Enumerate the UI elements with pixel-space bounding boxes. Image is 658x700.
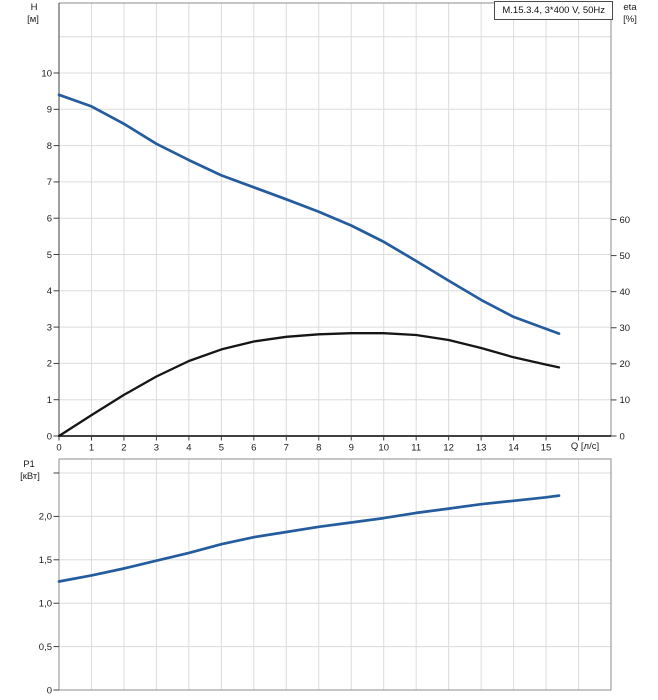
q-tick-label: 7: [284, 443, 289, 454]
p1-tick-label: 2,0: [39, 512, 52, 523]
eta-axis-unit: [%]: [623, 14, 637, 25]
q-tick-label: 15: [541, 443, 552, 454]
h-tick-label: 10: [41, 68, 52, 79]
eta-tick-label: 10: [620, 395, 631, 406]
q-tick-label: 9: [349, 443, 354, 454]
q-tick-label: 1: [89, 443, 94, 454]
h-tick-label: 4: [47, 286, 52, 297]
h-tick-label: 5: [47, 250, 52, 261]
p1-tick-label: 0,5: [39, 642, 52, 653]
q-tick-label: 5: [219, 443, 224, 454]
pump-model-label-box: M.15.3.4, 3*400 V, 50Hz: [494, 1, 613, 20]
h-tick-label: 0: [47, 431, 52, 442]
eta-tick-label: 0: [620, 431, 625, 442]
eta-tick-label: 50: [620, 251, 631, 262]
q-tick-label: 2: [121, 443, 126, 454]
h-tick-label: 8: [47, 141, 52, 152]
h-tick-label: 1: [47, 395, 52, 406]
h-tick-label: 7: [47, 177, 52, 188]
h-axis-unit: [м]: [27, 14, 39, 25]
h-tick-label: 9: [47, 105, 52, 116]
q-tick-label: 8: [316, 443, 321, 454]
p1-tick-label: 1,5: [39, 555, 52, 566]
p1-axis-title: P1: [23, 459, 35, 470]
bottom-chart-border: [58, 458, 612, 691]
head-curve-H(Q): [57, 93, 561, 335]
q-tick-label: 0: [56, 443, 61, 454]
p1-tick-label: 1,0: [39, 599, 52, 610]
q-tick-label: 14: [508, 443, 519, 454]
h-tick-label: 2: [47, 359, 52, 370]
eta-axis-title: eta: [623, 2, 637, 13]
q-tick-label: 4: [186, 443, 191, 454]
eta-tick-label: 30: [620, 323, 631, 334]
p1-tick-label: 0: [47, 685, 52, 696]
h-tick-label: 3: [47, 322, 52, 333]
q-axis-label: Q [л/с]: [570, 441, 600, 452]
q-tick-label: 13: [476, 443, 487, 454]
eta-tick-label: 20: [620, 359, 631, 370]
q-tick-label: 10: [378, 443, 389, 454]
eta-tick-label: 60: [620, 215, 631, 226]
eta-tick-label: 40: [620, 287, 631, 298]
q-tick-label: 3: [154, 443, 159, 454]
q-tick-label: 11: [411, 443, 421, 454]
q-tick-label: 6: [251, 443, 256, 454]
q-tick-label: 12: [443, 443, 454, 454]
power-curve-P1(Q): [57, 494, 561, 583]
p1-axis-unit: [кВт]: [20, 471, 40, 482]
h-axis-title: H: [30, 2, 38, 13]
h-tick-label: 6: [47, 214, 52, 225]
efficiency-curve-eta(Q): [57, 332, 561, 438]
